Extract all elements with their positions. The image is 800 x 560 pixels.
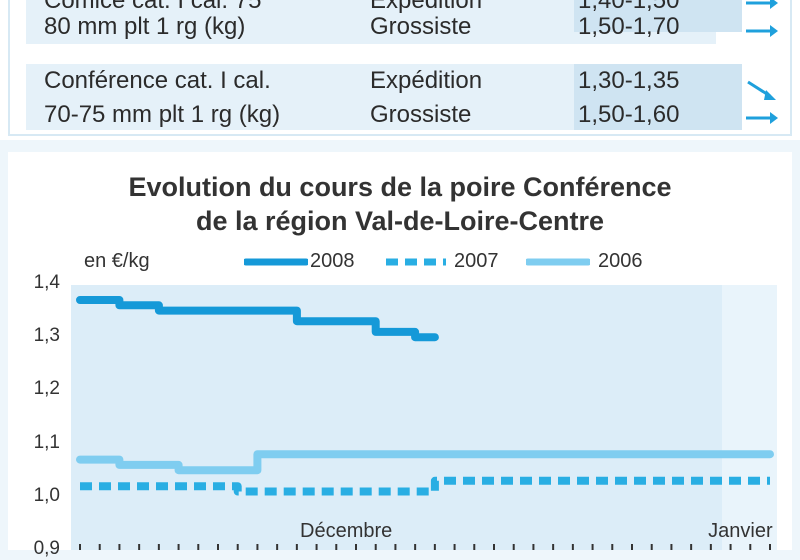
stage-label: Grossiste <box>370 101 472 128</box>
price-column-bg <box>574 64 742 130</box>
table-frame <box>8 0 792 136</box>
product-label: 80 mm plt 1 rg (kg) <box>44 13 246 40</box>
y-tick-label: 1,3 <box>33 325 60 347</box>
trend-down-icon <box>747 80 776 100</box>
trend-stable-icon <box>746 0 778 9</box>
y-tick-label: 1,2 <box>33 378 60 400</box>
january-shade <box>722 285 777 550</box>
chart-subtitle: de la région Val-de-Loire-Centre <box>195 206 605 236</box>
stage-label: Expédition <box>370 67 483 94</box>
price-value: 1,30-1,35 <box>578 67 680 94</box>
trend-stable-icon <box>746 112 778 124</box>
legend-2007-swatch <box>386 258 446 266</box>
x-month-label: Janvier <box>708 520 773 542</box>
price-value: 1,40-1,50 <box>578 0 680 14</box>
y-tick-label: 0,9 <box>33 538 60 559</box>
series-line-2007 <box>80 476 770 496</box>
series-line-2006 <box>76 450 774 475</box>
table-row <box>26 64 742 130</box>
chart-title: Evolution du cours de la poire Conférenc… <box>128 172 672 202</box>
legend-2008-swatch <box>244 258 308 266</box>
legend-2008-label: 2008 <box>310 250 355 272</box>
series-line-2008 <box>76 296 439 342</box>
y-axis-unit: en €/kg <box>84 250 150 272</box>
stage-label: Expédition <box>370 0 483 14</box>
stage-label: Grossiste <box>370 13 472 40</box>
product-label: 70-75 mm plt 1 rg (kg) <box>44 101 281 128</box>
legend-2007-label: 2007 <box>454 250 499 272</box>
y-tick-label: 1,0 <box>33 484 60 506</box>
x-month-label: Décembre <box>300 520 393 542</box>
price-value: 1,50-1,60 <box>578 101 680 128</box>
price-value: 1,50-1,70 <box>578 13 680 40</box>
product-label: Conférence cat. I cal. <box>44 67 271 94</box>
legend-2006-label: 2006 <box>598 250 643 272</box>
table-row <box>26 0 742 44</box>
y-tick-label: 1,1 <box>33 431 60 453</box>
price-column-bg <box>574 0 742 32</box>
product-label: Comice cat. I cal. 75 <box>44 0 262 14</box>
legend-2006-swatch <box>526 258 590 266</box>
price-table: Comice cat. I cal. 75 80 mm plt 1 rg (kg… <box>0 0 800 140</box>
y-tick-label: 1,4 <box>33 272 60 293</box>
plot-area <box>71 285 777 550</box>
trend-stable-icon <box>746 25 778 37</box>
